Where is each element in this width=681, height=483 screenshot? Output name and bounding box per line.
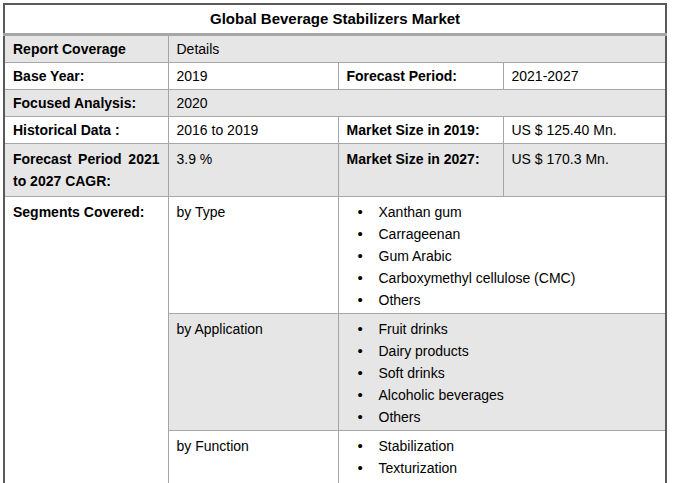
list-item: Carrageenan	[347, 223, 658, 245]
list-item: Others	[347, 406, 658, 428]
base-year-label: Base Year:	[4, 63, 168, 90]
type-list: Xanthan gum Carrageenan Gum Arabic Carbo…	[347, 201, 658, 311]
historical-data-row: Historical Data : 2016 to 2019 Market Si…	[4, 117, 666, 144]
segments-covered-label: Segments Covered:	[4, 197, 168, 483]
segment-items-function: Stabilization Texturization Viscosificat…	[338, 431, 666, 483]
list-item: Stabilization	[347, 435, 658, 457]
focused-analysis-label: Focused Analysis:	[4, 90, 168, 117]
list-item: Alcoholic beverages	[347, 384, 658, 406]
list-item: Dairy products	[347, 340, 658, 362]
list-item: Soft drinks	[347, 362, 658, 384]
segment-items-type: Xanthan gum Carrageenan Gum Arabic Carbo…	[338, 197, 666, 314]
forecast-cagr-row: Forecast Period 2021 to 2027 CAGR: 3.9 %…	[4, 144, 666, 197]
list-item: Texturization	[347, 457, 658, 479]
segment-group-type: by Type	[168, 197, 338, 314]
forecast-cagr-label: Forecast Period 2021 to 2027 CAGR:	[4, 144, 168, 197]
report-coverage-row: Report Coverage Details	[4, 35, 666, 63]
segment-group-application: by Application	[168, 314, 338, 431]
focused-analysis-row: Focused Analysis: 2020	[4, 90, 666, 117]
base-year-row: Base Year: 2019 Forecast Period: 2021-20…	[4, 63, 666, 90]
table-title: Global Beverage Stabilizers Market	[4, 4, 666, 35]
segments-type-row: Segments Covered: by Type Xanthan gum Ca…	[4, 197, 666, 314]
page: Global Beverage Stabilizers Market Repor…	[0, 0, 681, 483]
forecast-period-label: Forecast Period:	[338, 63, 503, 90]
market-size-2019-value: US $ 125.40 Mn.	[503, 117, 666, 144]
base-year-value: 2019	[168, 63, 338, 90]
forecast-cagr-value: 3.9 %	[168, 144, 338, 197]
segment-items-application: Fruit drinks Dairy products Soft drinks …	[338, 314, 666, 431]
title-row: Global Beverage Stabilizers Market	[4, 4, 666, 35]
segment-group-function: by Function	[168, 431, 338, 483]
historical-data-label: Historical Data :	[4, 117, 168, 144]
application-list: Fruit drinks Dairy products Soft drinks …	[347, 318, 658, 428]
list-item: Fruit drinks	[347, 318, 658, 340]
report-coverage-value: Details	[168, 35, 666, 63]
list-item: Xanthan gum	[347, 201, 658, 223]
report-coverage-label: Report Coverage	[4, 35, 168, 63]
market-report-table: Global Beverage Stabilizers Market Repor…	[3, 3, 667, 483]
list-item: Gum Arabic	[347, 245, 658, 267]
market-size-2027-label: Market Size in 2027:	[338, 144, 503, 197]
market-size-2019-label: Market Size in 2019:	[338, 117, 503, 144]
forecast-period-value: 2021-2027	[503, 63, 666, 90]
market-size-2027-value: US $ 170.3 Mn.	[503, 144, 666, 197]
list-item: Carboxymethyl cellulose (CMC)	[347, 267, 658, 289]
list-item: Viscosification	[347, 479, 658, 483]
historical-data-value: 2016 to 2019	[168, 117, 338, 144]
function-list: Stabilization Texturization Viscosificat…	[347, 435, 658, 483]
list-item: Others	[347, 289, 658, 311]
focused-analysis-value: 2020	[168, 90, 666, 117]
